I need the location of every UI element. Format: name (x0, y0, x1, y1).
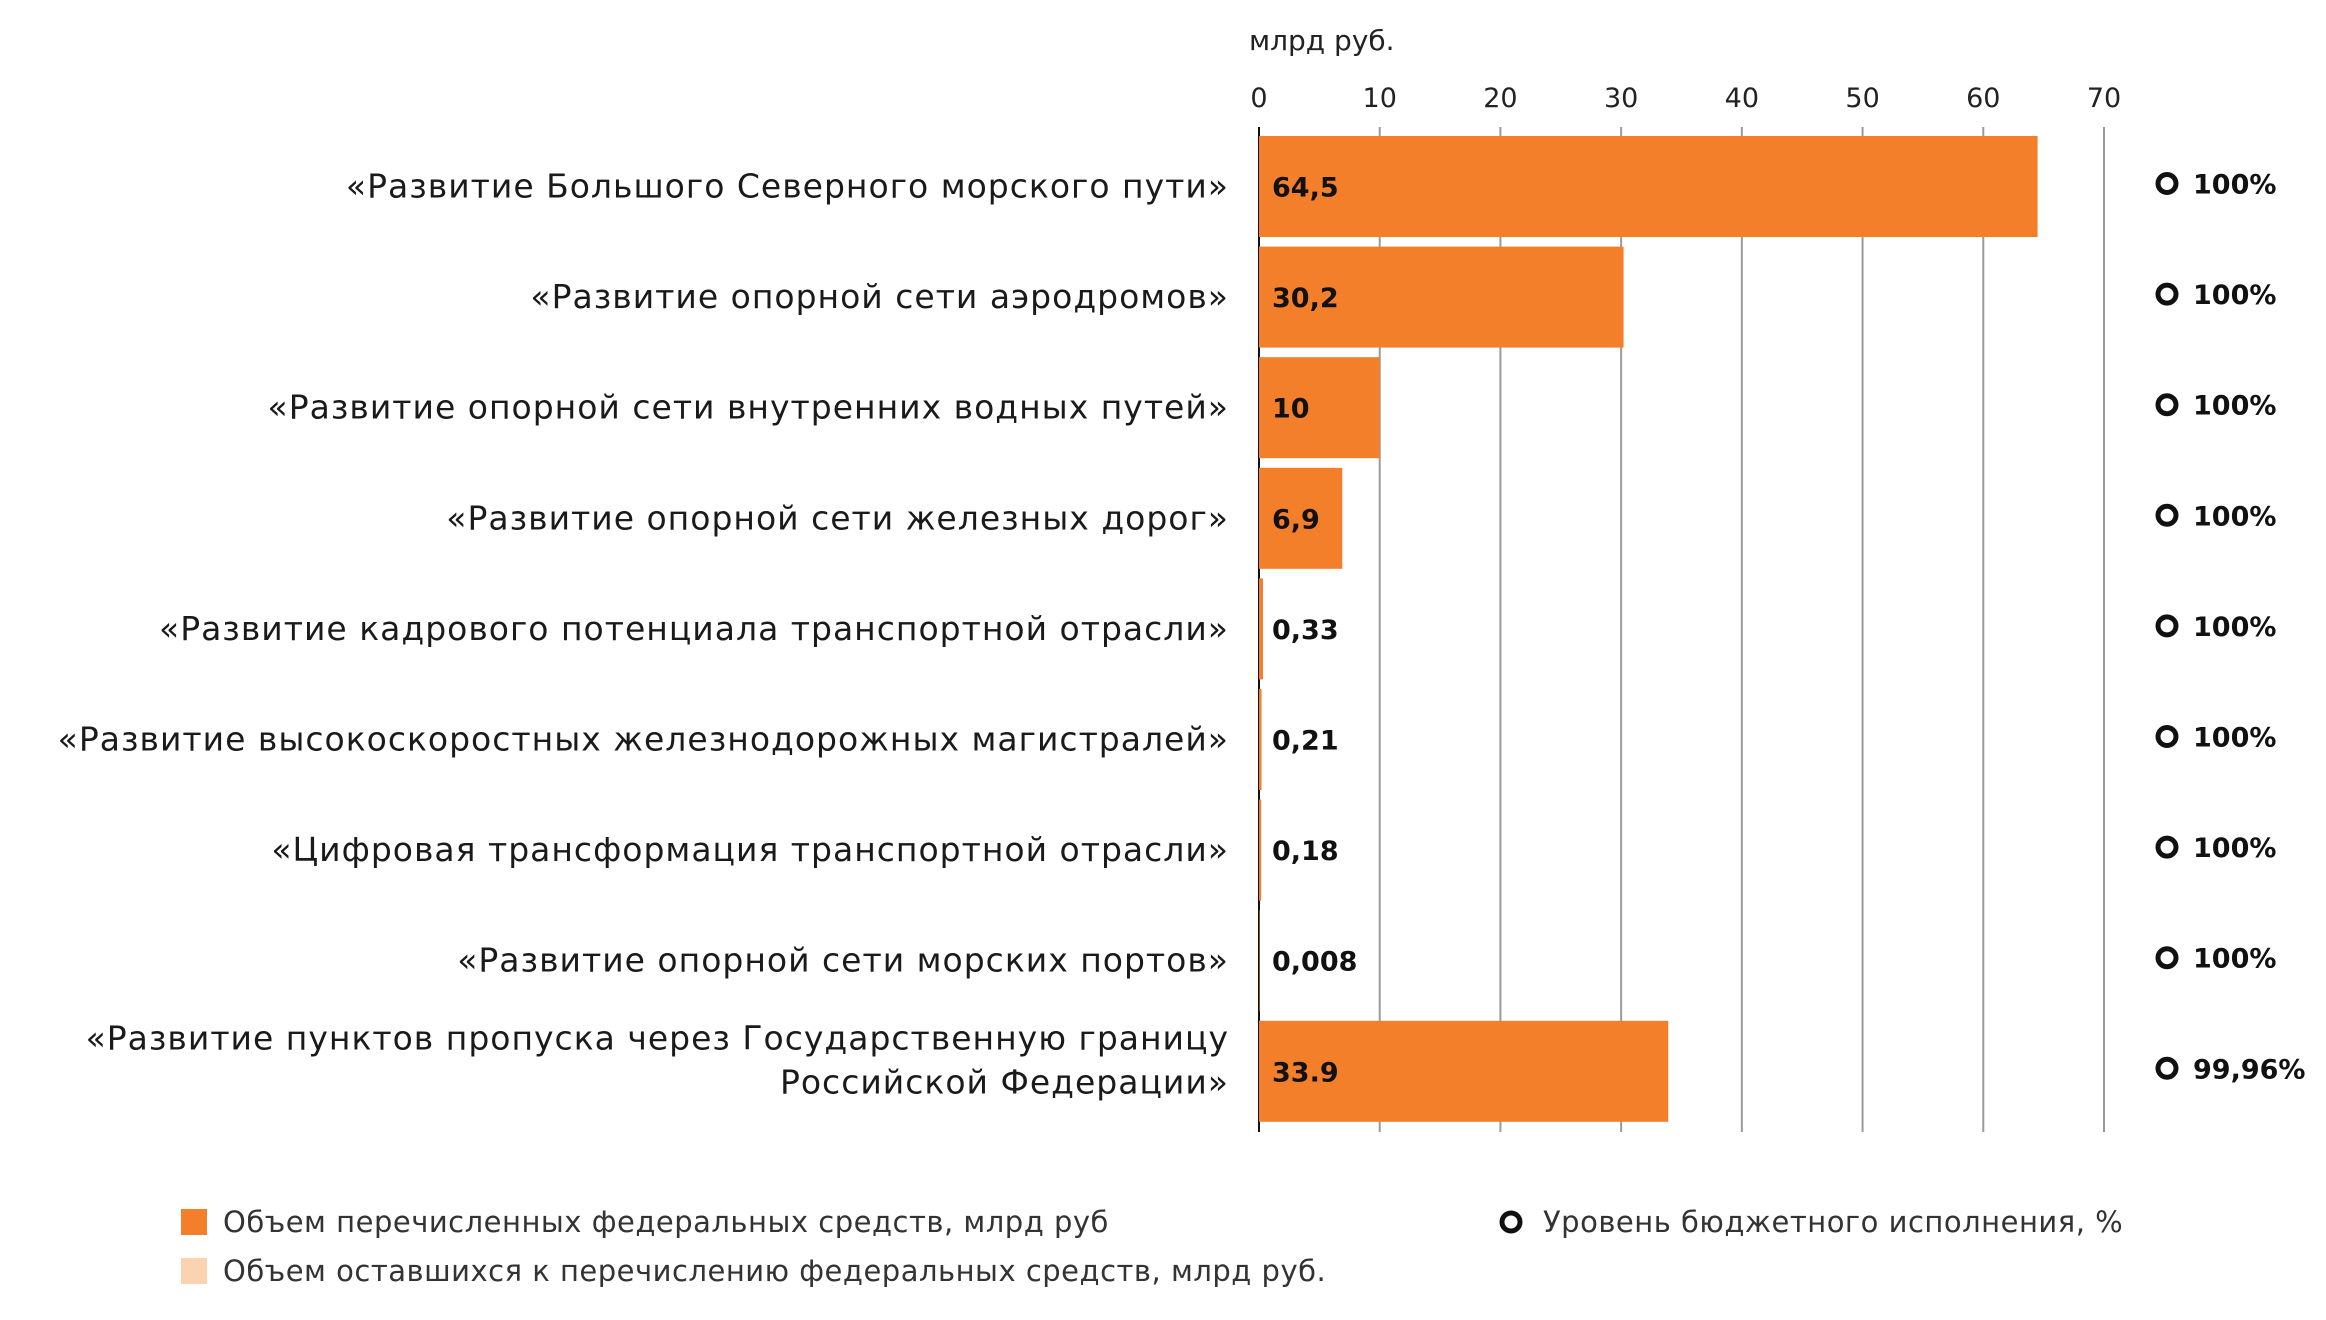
unit-label: млрд руб. (1249, 24, 1395, 57)
x-tick-label: 30 (1604, 83, 1638, 114)
x-tick-label: 50 (1845, 83, 1879, 114)
category-label: «Развитие опорной сети аэродромов» (530, 277, 1229, 316)
bar (1259, 578, 1263, 680)
legend-swatch-transferred (181, 1209, 207, 1235)
bar (1259, 136, 2038, 237)
execution-label: 100% (2193, 170, 2276, 201)
category-label: «Развитие опорной сети морских портов» (457, 941, 1229, 980)
x-tick-label: 40 (1725, 83, 1759, 114)
bar (1259, 357, 1380, 459)
data-label: 64,5 (1272, 173, 1339, 204)
category-label: «Развитие кадрового потенциала транспорт… (159, 609, 1229, 648)
x-tick-label: 60 (1966, 83, 2000, 114)
x-tick-label: 0 (1250, 83, 1267, 114)
execution-label: 100% (2193, 833, 2276, 864)
data-label: 0,18 (1272, 836, 1339, 867)
execution-marker (2155, 725, 2179, 748)
execution-label: 100% (2193, 280, 2276, 311)
execution-label: 100% (2193, 944, 2276, 975)
data-label: 10 (1272, 394, 1310, 425)
execution-marker (2155, 1056, 2179, 1080)
execution-label: 100% (2193, 501, 2276, 532)
category-label: «Развитие опорной сети железных дорог» (446, 498, 1229, 537)
legend-marker-execution (1499, 1210, 1523, 1234)
execution-marker (2155, 835, 2179, 859)
data-label: 0,33 (1272, 615, 1339, 646)
execution-marker (2155, 614, 2179, 638)
execution-marker (2155, 503, 2179, 527)
category-label: «Развитие пунктов пропуска через Государ… (86, 1018, 1229, 1057)
bar (1259, 689, 1262, 790)
data-label: 0,21 (1272, 726, 1339, 757)
legend-swatch-remaining (181, 1258, 207, 1284)
execution-label: 99,96% (2193, 1054, 2305, 1085)
data-label: 6,9 (1272, 504, 1320, 535)
x-tick-label: 70 (2087, 83, 2121, 114)
execution-label: 100% (2193, 723, 2276, 754)
execution-label: 100% (2193, 612, 2276, 643)
bar (1259, 1020, 1669, 1122)
bar (1259, 910, 1260, 1012)
legend-label-transferred: Объем перечисленных федеральных средств,… (223, 1205, 1109, 1239)
bar (1259, 467, 1343, 569)
execution-marker (2155, 172, 2179, 195)
data-label: 0,008 (1272, 947, 1357, 978)
data-label: 30,2 (1272, 283, 1339, 314)
category-label: Российской Федерации» (780, 1062, 1229, 1101)
x-tick-label: 10 (1363, 83, 1397, 114)
x-tick-label: 20 (1483, 83, 1517, 114)
bar (1259, 799, 1262, 901)
execution-marker (2155, 282, 2179, 306)
execution-marker (2155, 393, 2179, 417)
bar (1259, 246, 1624, 348)
category-label: «Цифровая трансформация транспортной отр… (271, 830, 1229, 869)
legend-label-remaining: Объем оставшихся к перечислению федераль… (223, 1254, 1326, 1288)
category-label: «Развитие опорной сети внутренних водных… (268, 388, 1229, 427)
legend-label-execution: Уровень бюджетного исполнения, % (1543, 1205, 2123, 1239)
execution-marker (2155, 946, 2179, 970)
category-label: «Развитие высокоскоростных железнодорожн… (58, 720, 1229, 759)
execution-label: 100% (2193, 391, 2276, 422)
category-label: «Развитие Большого Северного морского пу… (346, 167, 1229, 206)
data-label: 33.9 (1272, 1057, 1339, 1088)
